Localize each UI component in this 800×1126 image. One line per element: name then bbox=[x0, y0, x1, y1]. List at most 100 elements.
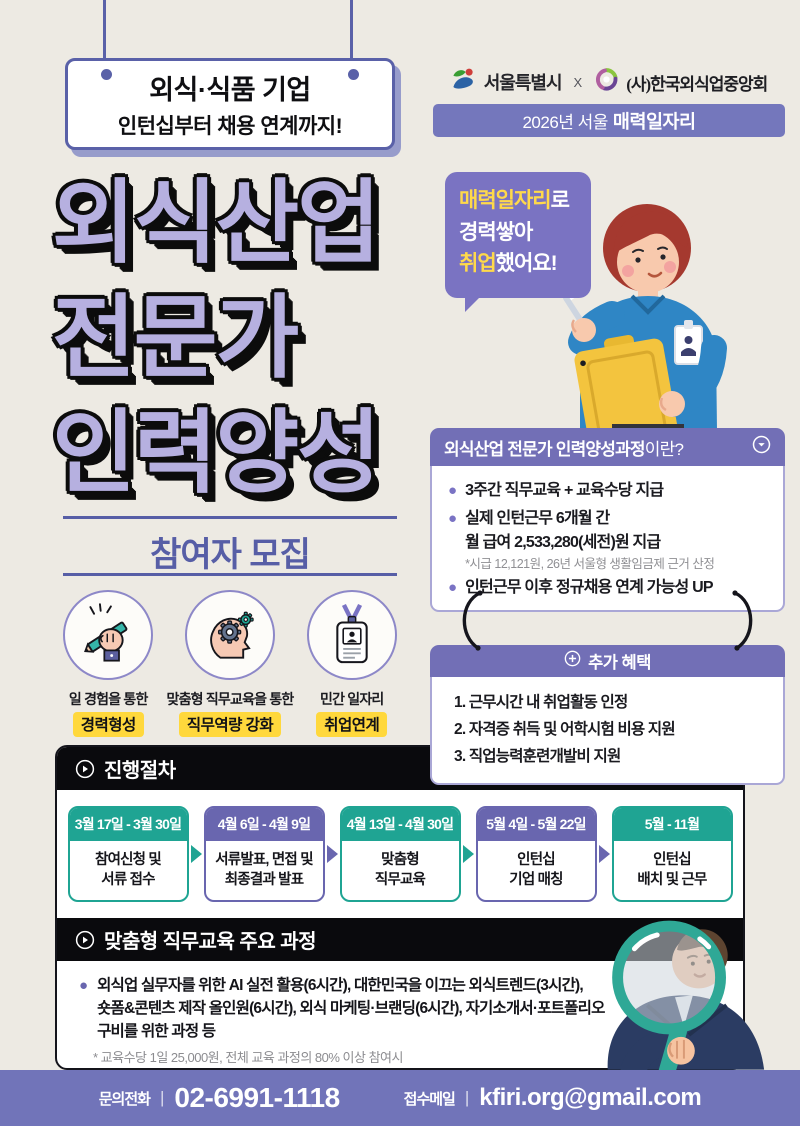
about-title-bold: 외식산업 전문가 인력양성과정 bbox=[444, 439, 646, 459]
year-program-badge: 2026년 서울 매력일자리 bbox=[433, 104, 785, 137]
badge-normal-text: 2026년 서울 bbox=[522, 113, 608, 132]
magnifier-man-illustration bbox=[607, 920, 765, 1070]
partner-logos: 서울특별시 X (사)한국외식업중앙회 bbox=[428, 64, 788, 100]
phone-number: 02-6991-1118 bbox=[174, 1082, 340, 1113]
chevron-down-circle-icon bbox=[752, 435, 771, 459]
process-step-3: 4월 13일 - 4월 30일 맞춤형 직무교육 bbox=[339, 806, 461, 902]
clipboard-man-illustration bbox=[556, 204, 727, 430]
curriculum-line3: 구비를 위한 과정 등 bbox=[97, 1023, 216, 1040]
step-label: 맞춤형 직무교육 bbox=[374, 852, 426, 888]
phone-label: 문의전화 bbox=[98, 1090, 151, 1108]
step-date: 4월 13일 - 4월 30일 bbox=[341, 808, 459, 841]
bullet-icon: ● bbox=[448, 510, 458, 527]
process-title: 진행절차 bbox=[104, 760, 176, 782]
subtitle-divider-top bbox=[63, 516, 397, 519]
step-date: 5월 - 11월 bbox=[613, 808, 731, 841]
curriculum-line2: 숏폼&콘텐츠 제작 올인원(6시간), 외식 마케팅·브랜딩(6시간), 자기소… bbox=[97, 1000, 605, 1017]
about-title-rest: 이란? bbox=[644, 439, 684, 459]
feature-highlight: 직무역량 강화 bbox=[178, 712, 282, 737]
footer-email-group: 접수메일 | kfiri.org@gmail.com bbox=[404, 1084, 702, 1112]
footer-divider: | bbox=[159, 1088, 165, 1107]
benefit-item-3: 3. 직업능력훈련개발비 지원 bbox=[454, 748, 621, 765]
benefits-box-header: 추가 혜택 bbox=[430, 645, 785, 677]
about-bullet-2-line2: 월 급여 2,533,280(세전)원 지급 bbox=[465, 534, 661, 551]
binder-hook-left-icon bbox=[462, 590, 483, 651]
speech-line1-highlight: 매력일자리 bbox=[459, 189, 552, 212]
binder-hook-right-icon bbox=[732, 590, 753, 651]
benefit-item-1: 1. 근무시간 내 취업활동 인정 bbox=[454, 694, 628, 711]
process-steps: 3월 17일 - 3월 30일 참여신청 및 서류 접수 4월 6일 - 4월 … bbox=[57, 790, 743, 918]
hanging-sign: 외식·식품 기업 인턴십부터 채용 연계까지! bbox=[65, 58, 395, 150]
about-box: 외식산업 전문가 인력양성과정 이란? ● 3주간 직무교육 + 교육수당 지급… bbox=[430, 428, 785, 612]
feature-highlight: 경력형성 bbox=[72, 712, 144, 737]
step-arrow-icon bbox=[190, 845, 202, 863]
benefit-item-2: 2. 자격증 취득 및 어학시험 비용 지원 bbox=[454, 721, 676, 738]
feature-highlight: 취업연계 bbox=[316, 712, 388, 737]
main-title-line2: 전문가 bbox=[52, 288, 299, 389]
kfiri-swirl-logo-icon bbox=[594, 67, 619, 97]
play-circle-icon bbox=[75, 759, 95, 779]
curriculum-note1: * 교육수당 1일 25,000원, 전체 교육 과정의 80% 이상 참여시 bbox=[93, 1050, 403, 1065]
partner-separator: X bbox=[573, 74, 583, 90]
feature-career: 일 경험을 통한 경력형성 bbox=[50, 590, 167, 737]
about-bullet-2-line1: 실제 인턴근무 6개월 간 bbox=[465, 510, 610, 527]
id-badge-icon bbox=[306, 590, 397, 680]
bullet-icon: ● bbox=[448, 579, 458, 596]
main-title: 외식산업 전문가 인력양성 bbox=[52, 166, 432, 511]
footer-divider: | bbox=[464, 1088, 470, 1107]
email-label: 접수메일 bbox=[403, 1090, 456, 1108]
process-step-2: 4월 6일 - 4월 9일 서류발표, 면접 및 최종결과 발표 bbox=[203, 806, 325, 902]
main-title-line3: 인력양성 bbox=[52, 403, 381, 504]
sign-pin-icon bbox=[348, 69, 359, 80]
benefits-box: 추가 혜택 1. 근무시간 내 취업활동 인정 2. 자격증 취득 및 어학시험… bbox=[430, 645, 785, 785]
step-label: 서류발표, 면접 및 최종결과 발표 bbox=[215, 852, 313, 888]
feature-caption: 민간 일자리 bbox=[320, 691, 384, 707]
email-address: kfiri.org@gmail.com bbox=[479, 1084, 702, 1111]
association-name: (사)한국외식업중앙회 bbox=[626, 74, 768, 94]
step-date: 3월 17일 - 3월 30일 bbox=[69, 808, 187, 841]
sign-line2: 인턴십부터 채용 연계까지! bbox=[117, 115, 343, 138]
curriculum-title: 맞춤형 직무교육 주요 과정 bbox=[104, 931, 317, 953]
step-arrow-icon bbox=[462, 845, 474, 863]
plus-circle-icon bbox=[564, 650, 581, 672]
subtitle-divider-bottom bbox=[63, 573, 397, 576]
feature-caption: 맞춤형 직무교육을 통한 bbox=[166, 691, 295, 707]
benefits-title: 추가 혜택 bbox=[588, 654, 651, 672]
badge-bold-text: 매력일자리 bbox=[612, 110, 696, 132]
benefits-box-body: 1. 근무시간 내 취업활동 인정 2. 자격증 취득 및 어학시험 비용 지원… bbox=[430, 677, 785, 785]
step-arrow-icon bbox=[598, 845, 610, 863]
step-label: 인턴십 기업 매칭 bbox=[509, 852, 563, 888]
process-step-1: 3월 17일 - 3월 30일 참여신청 및 서류 접수 bbox=[67, 806, 189, 902]
sign-string-left bbox=[103, 0, 106, 62]
about-box-body: ● 3주간 직무교육 + 교육수당 지급 ● 실제 인턴근무 6개월 간 월 급… bbox=[430, 466, 785, 612]
speech-bubble: 매력일자리로 경력쌓아 취업했어요! bbox=[445, 172, 591, 312]
sign-pin-icon bbox=[101, 69, 112, 80]
step-date: 5월 4일 - 5월 22일 bbox=[477, 808, 595, 841]
about-box-header: 외식산업 전문가 인력양성과정 이란? bbox=[430, 428, 785, 466]
bullet-icon: ● bbox=[79, 977, 89, 994]
curriculum-body: ● 외식업 실무자를 위한 AI 실전 활용(6시간), 대한민국을 이끄는 외… bbox=[57, 961, 743, 1068]
about-bullet-2-note: *시급 12,121원, 26년 서울형 생활임금제 근거 산정 bbox=[465, 557, 715, 571]
feature-list: 일 경험을 통한 경력형성 bbox=[50, 590, 410, 737]
subtitle: 참여자 모집 bbox=[150, 536, 311, 574]
curriculum-line1: 외식업 실무자를 위한 AI 실전 활용(6시간), 대한민국을 이끄는 외식트… bbox=[97, 977, 584, 994]
process-step-5: 5월 - 11월 인턴십 배치 및 근무 bbox=[611, 806, 733, 902]
step-label: 인턴십 배치 및 근무 bbox=[637, 852, 707, 888]
feature-caption: 일 경험을 통한 bbox=[68, 691, 148, 707]
step-arrow-icon bbox=[326, 845, 338, 863]
sign-line1: 외식·식품 기업 bbox=[149, 75, 311, 105]
bullet-icon: ● bbox=[448, 482, 458, 499]
speech-line2: 경력쌓아 bbox=[459, 220, 533, 244]
speech-line3-highlight: 취업 bbox=[459, 252, 497, 275]
feature-skill: 맞춤형 직무교육을 통한 직무역량 강화 bbox=[167, 590, 294, 737]
speech-line1-rest: 로 bbox=[550, 189, 570, 212]
head-gears-icon bbox=[185, 590, 275, 680]
about-bullet-1: 3주간 직무교육 + 교육수당 지급 bbox=[465, 482, 664, 499]
seoul-city-logo-icon bbox=[449, 66, 477, 99]
process-step-4: 5월 4일 - 5월 22일 인턴십 기업 매칭 bbox=[475, 806, 597, 902]
speech-line3-rest: 했어요! bbox=[495, 252, 558, 275]
play-circle-icon bbox=[75, 930, 95, 950]
step-date: 4월 6일 - 4월 9일 bbox=[205, 808, 323, 841]
feature-employment: 민간 일자리 취업연계 bbox=[294, 590, 411, 737]
